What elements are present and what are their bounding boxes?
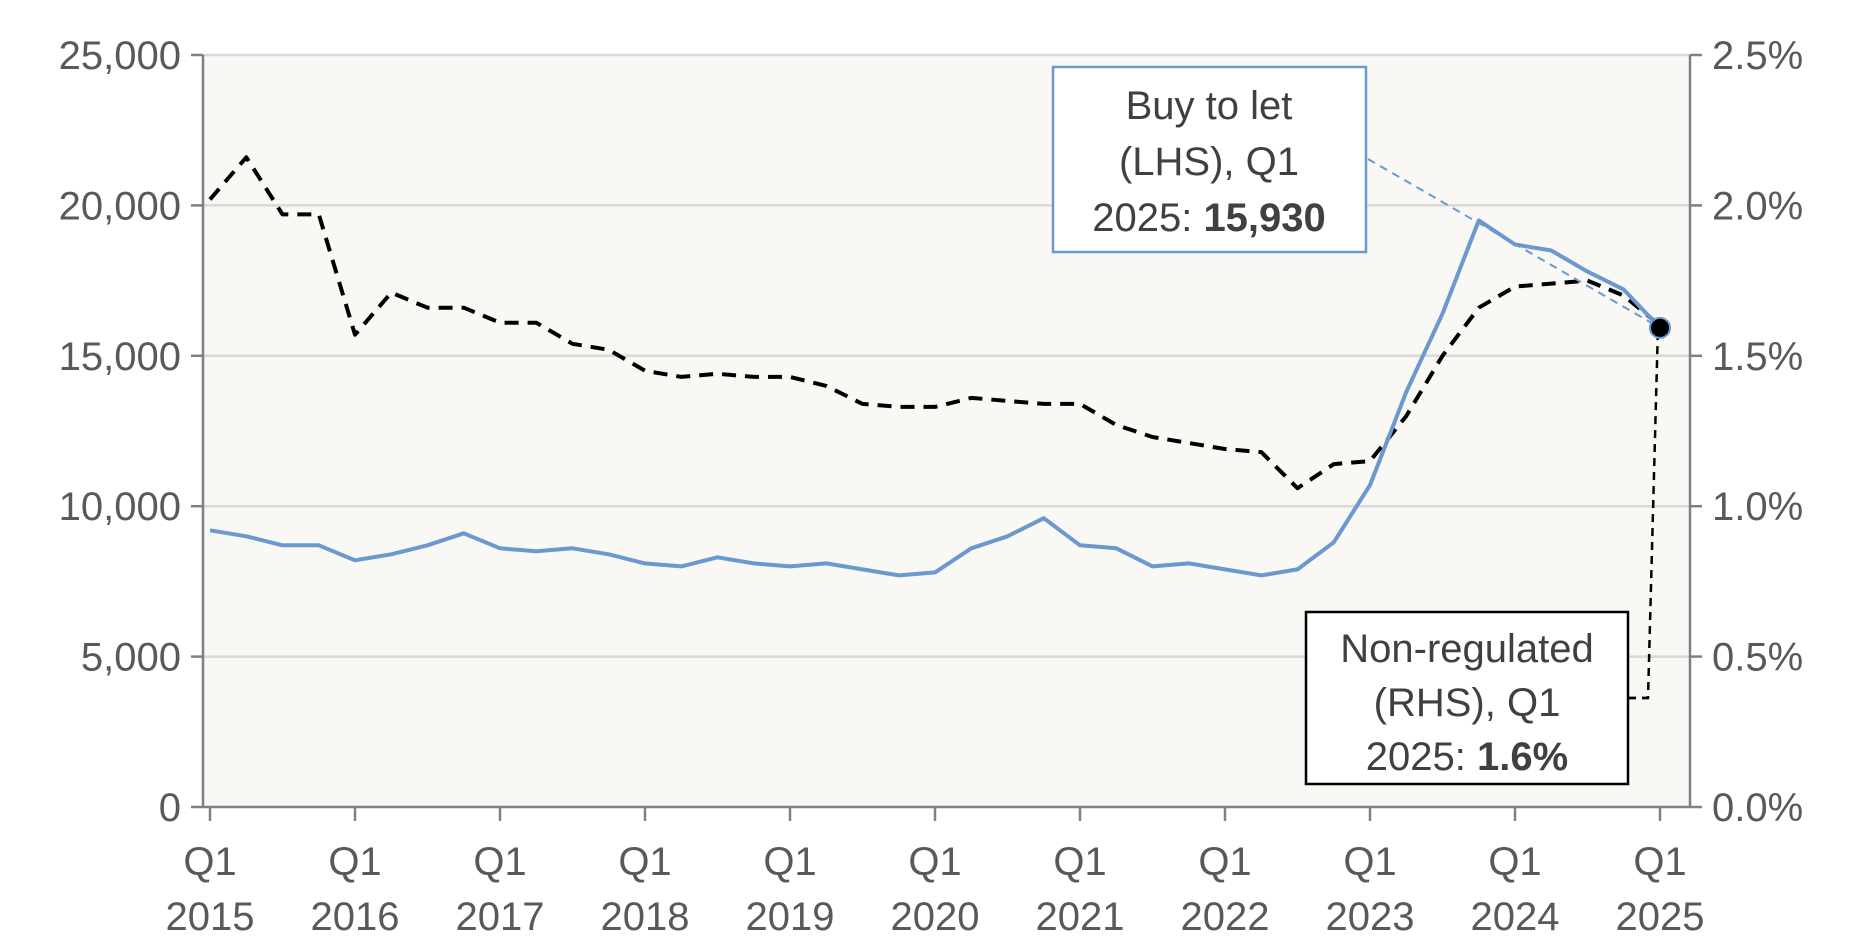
x-tick-label-quarter: Q1 [908,840,961,884]
left-axis-ticks: 0 5,000 10,000 15,000 20,000 25,000 [59,34,203,830]
left-axis-tick-label: 20,000 [59,184,181,228]
btl-annotation-prefix: 2025: [1092,196,1203,240]
nonreg-annotation-line2: (RHS), Q1 [1374,681,1561,725]
right-axis-ticks: 0.0% 0.5% 1.0% 1.5% 2.0% 2.5% [1690,34,1803,830]
x-tick-label-quarter: Q1 [1488,840,1541,884]
x-tick-label-year: 2019 [746,895,835,939]
x-tick-label-year: 2025 [1616,895,1705,939]
right-axis-tick-label: 2.5% [1712,34,1803,78]
axes [201,55,1692,809]
x-tick-label-year: 2023 [1326,895,1415,939]
left-axis-tick-label: 0 [159,786,181,830]
btl-annotation: Buy to let (LHS), Q1 2025: 15,930 [1051,65,1661,329]
x-tick-label-year: 2021 [1036,895,1125,939]
x-tick-label-quarter: Q1 [328,840,381,884]
nonreg-annotation: Non-regulated (RHS), Q1 2025: 1.6% [1304,610,1648,786]
btl-annotation-box [1051,65,1368,254]
btl-annotation-value: 15,930 [1203,196,1325,240]
btl-series-line [209,218,1662,578]
x-axis-ticks: Q1 2015 Q1 2016 Q1 2017 Q1 2018 Q1 2019 Q1 2020 Q1 20… [166,807,1705,939]
nonreg-annotation-line1: Non-regulated [1340,627,1594,671]
x-tick-label-quarter: Q1 [473,840,526,884]
nonreg-annotation-value: 1.6% [1477,735,1568,779]
x-tick-label-year: 2020 [891,895,980,939]
right-axis-tick-label: 0.5% [1712,636,1803,680]
nonreg-annotation-box [1304,610,1630,786]
right-axis-tick-label: 0.0% [1712,786,1803,830]
nonreg-series-line [208,155,1662,491]
x-tick-label-quarter: Q1 [183,840,236,884]
x-tick-label-year: 2024 [1471,895,1560,939]
btl-annotation-line1: Buy to let [1126,84,1293,128]
x-tick-label-quarter: Q1 [1198,840,1251,884]
left-axis-tick-label: 10,000 [59,485,181,529]
x-tick-label-quarter: Q1 [1633,840,1686,884]
btl-leader-line [1367,158,1661,329]
left-axis-tick-label: 25,000 [59,34,181,78]
nonreg-annotation-prefix: 2025: [1366,735,1477,779]
x-tick-label-year: 2015 [166,895,255,939]
right-axis-tick-label: 2.0% [1712,184,1803,228]
x-tick-label-year: 2016 [311,895,400,939]
end-point-marker [1649,316,1671,339]
btl-annotation-line2: (LHS), Q1 [1119,140,1299,184]
btl-annotation-line3: 2025: 15,930 [1092,196,1326,240]
x-tick-label-quarter: Q1 [1343,840,1396,884]
x-tick-label-quarter: Q1 [618,840,671,884]
right-axis-tick-label: 1.5% [1712,335,1803,379]
x-tick-label-year: 2018 [601,895,690,939]
left-axis-tick-label: 5,000 [81,636,181,680]
nonreg-annotation-line3: 2025: 1.6% [1366,735,1568,779]
right-axis-tick-label: 1.0% [1712,485,1803,529]
end-marker-layer [1649,316,1671,339]
x-tick-label-quarter: Q1 [1053,840,1106,884]
x-tick-label-year: 2022 [1181,895,1270,939]
left-axis-tick-label: 15,000 [59,335,181,379]
x-tick-label-quarter: Q1 [763,840,816,884]
x-tick-label-year: 2017 [456,895,545,939]
